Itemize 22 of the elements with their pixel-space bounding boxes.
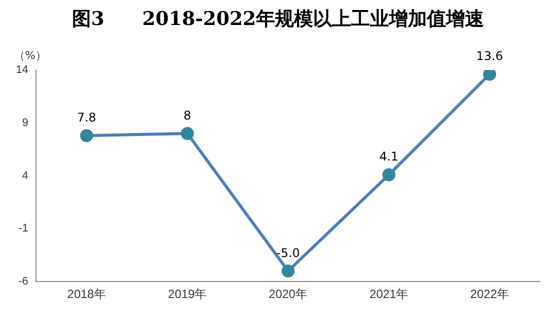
x-tick-label: 2018年 — [67, 287, 106, 302]
y-tick-label: -6 — [18, 276, 28, 288]
x-tick-label: 2019年 — [168, 287, 207, 302]
point — [180, 126, 194, 140]
y-axis-title: （%） — [14, 48, 46, 63]
y-tick-label: 9 — [22, 116, 28, 129]
data-label: 7.8 — [77, 110, 96, 125]
y-tick-label: -1 — [18, 222, 28, 235]
y-tick-label: 14 — [16, 64, 28, 76]
point — [382, 168, 396, 182]
chart-title: 图3 2018-2022年规模以上工业增加值增速 — [71, 7, 485, 32]
data-label: -5.0 — [276, 246, 300, 260]
data-label: 8 — [184, 108, 192, 122]
data-label: 4.1 — [379, 150, 398, 164]
data-label: 13.6 — [476, 49, 503, 64]
x-tick-label: 2020年 — [268, 287, 308, 302]
point — [483, 70, 496, 81]
y-tick-label: 4 — [22, 170, 28, 182]
x-tick-label: 2022年 — [470, 287, 509, 302]
point — [80, 129, 94, 142]
point — [282, 264, 295, 278]
x-tick-label: 2021年 — [370, 287, 408, 302]
